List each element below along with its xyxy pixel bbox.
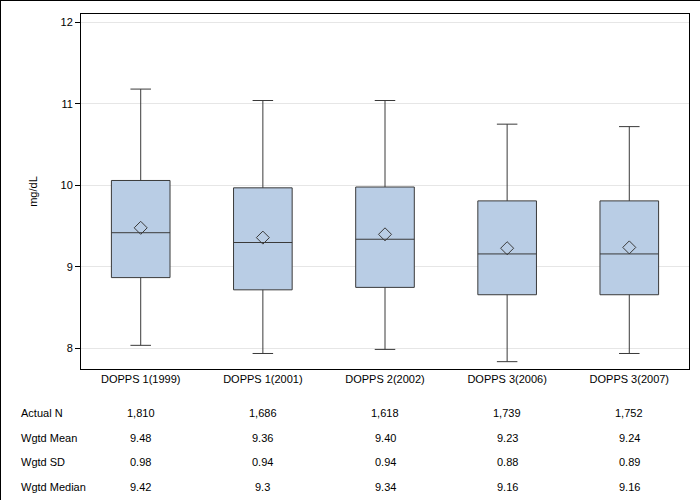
svg-text:9.48: 9.48 [130,432,151,444]
svg-text:1,686: 1,686 [249,407,277,419]
svg-text:DOPPS 2(2002): DOPPS 2(2002) [345,373,424,385]
svg-text:mg/dL: mg/dL [27,176,39,207]
svg-text:12: 12 [61,16,73,28]
svg-text:DOPPS 3(2007): DOPPS 3(2007) [590,373,669,385]
svg-text:9.23: 9.23 [497,432,518,444]
svg-text:0.89: 0.89 [619,456,640,468]
svg-text:10: 10 [61,179,73,191]
svg-text:9.34: 9.34 [375,481,396,493]
svg-text:9.24: 9.24 [619,432,640,444]
svg-text:1,752: 1,752 [615,407,643,419]
svg-text:Wgtd Mean: Wgtd Mean [21,432,77,444]
svg-text:9.36: 9.36 [252,432,273,444]
svg-text:DOPPS 1(1999): DOPPS 1(1999) [101,373,180,385]
svg-text:8: 8 [67,342,73,354]
svg-text:1,618: 1,618 [371,407,399,419]
svg-text:1,810: 1,810 [127,407,155,419]
svg-text:DOPPS 3(2006): DOPPS 3(2006) [467,373,546,385]
svg-text:0.98: 0.98 [130,456,151,468]
svg-text:1,739: 1,739 [493,407,521,419]
svg-text:Wgtd SD: Wgtd SD [21,456,65,468]
svg-text:0.94: 0.94 [252,456,273,468]
svg-text:9.40: 9.40 [375,432,396,444]
svg-text:9: 9 [67,261,73,273]
svg-text:DOPPS 1(2001): DOPPS 1(2001) [223,373,302,385]
svg-text:0.94: 0.94 [375,456,396,468]
svg-text:0.88: 0.88 [497,456,518,468]
svg-text:9.16: 9.16 [619,481,640,493]
svg-text:9.3: 9.3 [255,481,270,493]
svg-text:9.16: 9.16 [497,481,518,493]
svg-text:Wgtd Median: Wgtd Median [21,481,86,493]
svg-text:Actual N: Actual N [21,407,63,419]
svg-text:11: 11 [61,98,72,110]
svg-text:9.42: 9.42 [130,481,151,493]
